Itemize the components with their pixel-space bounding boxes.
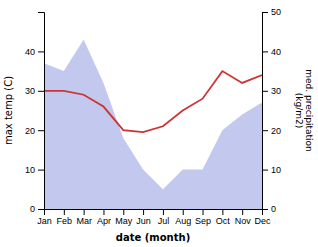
tick-label: Jul bbox=[158, 216, 170, 226]
tick: Oct bbox=[216, 209, 231, 226]
tick: 40 bbox=[25, 47, 44, 57]
tick-label: Dec bbox=[254, 216, 271, 226]
axis-line bbox=[45, 210, 263, 216]
tick-mark bbox=[143, 209, 144, 215]
tick: 20 bbox=[262, 126, 281, 136]
tick-label: 10 bbox=[25, 165, 35, 175]
tick: Nov bbox=[235, 209, 252, 226]
tick: Dec bbox=[254, 209, 271, 226]
x-axis: Jan FebMar Apr MayJun Jul Aug Sep Oct NovDec bbox=[37, 209, 271, 226]
tick-label: May bbox=[115, 216, 133, 226]
tick-label: 30 bbox=[271, 86, 281, 96]
tick-label: 0 bbox=[30, 204, 35, 214]
tick-mark bbox=[38, 51, 44, 52]
tick: 20 bbox=[25, 126, 44, 136]
tick: 10 bbox=[262, 165, 281, 175]
tick-mark bbox=[38, 209, 44, 210]
tick-label: 30 bbox=[25, 86, 35, 96]
tick: 30 bbox=[262, 86, 281, 96]
tick-mark bbox=[222, 209, 223, 215]
chart-svg: JanFebMarAprMayJunJulAugSepOctNovDec0102… bbox=[0, 0, 318, 247]
tick-mark bbox=[38, 170, 44, 171]
tick: Jul bbox=[158, 209, 170, 226]
tick: 0 bbox=[30, 204, 44, 214]
tick: Aug bbox=[175, 209, 191, 226]
tick: Sep bbox=[195, 209, 211, 226]
tick-mark bbox=[163, 209, 164, 215]
y2-axis: 0 10 20 30 40 50 bbox=[262, 7, 281, 214]
precipitation-area bbox=[44, 40, 262, 209]
marks bbox=[44, 40, 262, 209]
axis-line bbox=[263, 13, 269, 210]
tick: 0 bbox=[262, 204, 276, 214]
tick-label: 40 bbox=[25, 47, 35, 57]
tick-mark bbox=[262, 51, 268, 52]
tick-label: 20 bbox=[271, 126, 281, 136]
tick: Jun bbox=[136, 209, 151, 226]
tick-mark bbox=[183, 209, 184, 215]
tick-label: Feb bbox=[57, 216, 73, 226]
tick: 50 bbox=[262, 7, 281, 17]
tick-label: Nov bbox=[235, 216, 252, 226]
plot-root: JanFebMarAprMayJunJulAugSepOctNovDec0102… bbox=[3, 7, 314, 243]
y2-axis-title-line: (kg/m2) bbox=[294, 93, 304, 128]
tick-label: Apr bbox=[97, 216, 111, 226]
tick-mark bbox=[262, 12, 268, 13]
tick-mark bbox=[262, 91, 268, 92]
tick-label: Mar bbox=[76, 216, 92, 226]
tick: Jan bbox=[37, 209, 52, 226]
tick-label: Aug bbox=[175, 216, 191, 226]
tick-mark bbox=[242, 209, 243, 215]
axis-line bbox=[38, 13, 45, 210]
y2-axis-title: med. precipitation(kg/m2) bbox=[294, 69, 314, 151]
tick-mark bbox=[262, 209, 268, 210]
tick-mark bbox=[123, 209, 124, 215]
tick-mark bbox=[38, 91, 44, 92]
tick-label: 0 bbox=[271, 204, 276, 214]
tick: May bbox=[115, 209, 133, 226]
tick-label: Jan bbox=[37, 216, 52, 226]
tick-label: Oct bbox=[216, 216, 231, 226]
chart-container: JanFebMarAprMayJunJulAugSepOctNovDec0102… bbox=[0, 0, 318, 247]
tick-label: Jun bbox=[136, 216, 151, 226]
tick-mark bbox=[84, 209, 85, 215]
y-axis: 0 10 20 30 40 bbox=[25, 13, 45, 215]
tick: 40 bbox=[262, 47, 281, 57]
tick: 30 bbox=[25, 86, 44, 96]
tick: Apr bbox=[97, 209, 111, 226]
tick-mark bbox=[103, 209, 104, 215]
x-axis-title: date (month) bbox=[116, 232, 190, 243]
tick-mark bbox=[262, 170, 268, 171]
y2-axis-title-line: med. precipitation bbox=[304, 69, 314, 151]
tick-mark bbox=[38, 130, 44, 131]
tick-mark bbox=[203, 209, 204, 215]
tick: Mar bbox=[76, 209, 92, 226]
tick-mark bbox=[262, 130, 268, 131]
y-axis-title: max temp (C) bbox=[3, 76, 14, 145]
tick-label: 10 bbox=[271, 165, 281, 175]
tick-label: Sep bbox=[195, 216, 211, 226]
tick-mark bbox=[64, 209, 65, 215]
tick: Feb bbox=[57, 209, 73, 226]
tick-label: 20 bbox=[25, 126, 35, 136]
temperature-line bbox=[44, 71, 262, 132]
tick-label: 40 bbox=[271, 47, 281, 57]
tick: 10 bbox=[25, 165, 44, 175]
tick-label: 50 bbox=[271, 7, 281, 17]
